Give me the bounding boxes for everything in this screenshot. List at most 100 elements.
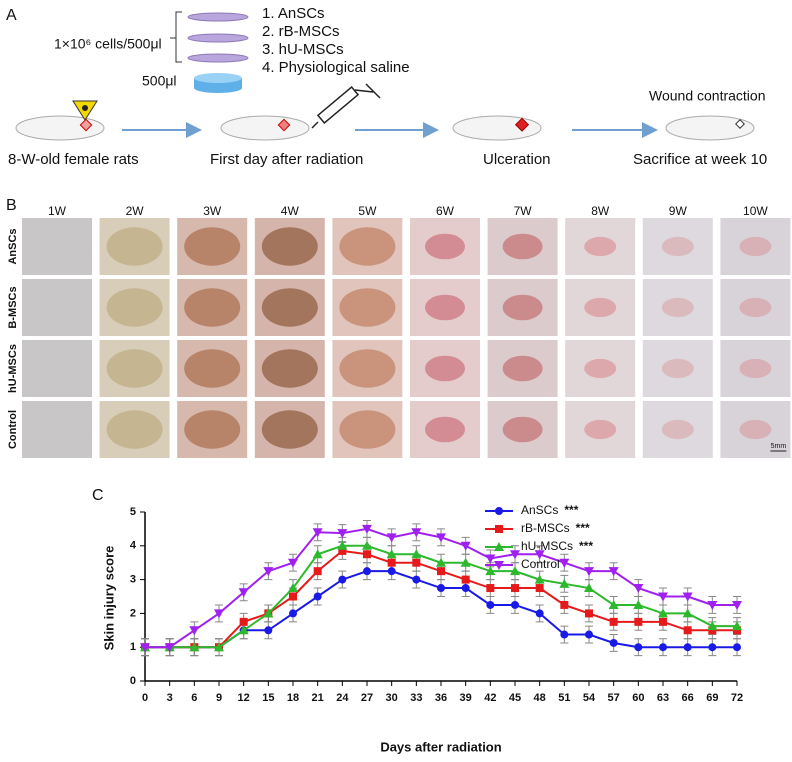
x-tick-label: 12 <box>238 692 250 704</box>
data-point <box>495 525 503 533</box>
data-point <box>634 643 643 652</box>
wound <box>739 419 772 440</box>
data-point <box>534 550 545 560</box>
data-point <box>633 599 644 609</box>
wound <box>584 419 617 440</box>
scale-bar-label: 5mm <box>771 443 787 450</box>
data-point <box>510 550 520 560</box>
row-label: AnSCs <box>7 228 19 264</box>
data-point <box>362 524 372 534</box>
x-tick-label: 45 <box>509 692 521 704</box>
legend-label: AnSCs <box>521 503 558 517</box>
y-tick-label: 5 <box>130 506 136 518</box>
treatment: 3. hU-MSCs <box>262 41 344 58</box>
step-note: Wound contraction <box>649 88 765 104</box>
data-point <box>363 567 371 576</box>
wound <box>106 227 163 266</box>
x-tick-label: 3 <box>167 692 173 704</box>
volume: 500μl <box>142 73 177 89</box>
data-point <box>239 617 248 626</box>
wound <box>584 358 617 379</box>
wound <box>425 416 465 443</box>
significance: *** <box>579 539 593 553</box>
x-tick-label: 60 <box>632 692 644 704</box>
data-point <box>683 643 692 652</box>
x-tick-label: 6 <box>191 692 197 704</box>
wound <box>739 358 772 379</box>
column-label: 7W <box>514 204 533 218</box>
column-label: 4W <box>281 204 300 218</box>
y-tick-label: 0 <box>130 675 136 687</box>
wound <box>425 355 465 382</box>
data-point <box>608 599 619 609</box>
treatment: 1. AnSCs <box>262 5 325 22</box>
significance: *** <box>564 503 578 517</box>
wound <box>661 297 694 318</box>
data-point <box>535 584 544 593</box>
data-point <box>584 567 594 577</box>
wound <box>502 294 543 321</box>
radiation-sign <box>72 100 98 121</box>
data-point <box>264 626 273 635</box>
data-point <box>708 626 717 635</box>
data-point <box>363 550 371 559</box>
y-tick-label: 2 <box>130 607 136 619</box>
wound <box>184 349 241 388</box>
x-tick-label: 63 <box>657 692 669 704</box>
y-tick-label: 1 <box>130 641 136 653</box>
wound <box>339 349 396 388</box>
column-label: 3W <box>203 204 222 218</box>
x-tick-label: 9 <box>216 692 222 704</box>
step-label: Sacrifice at week 10 <box>633 151 767 168</box>
syringe <box>311 83 381 129</box>
x-tick-label: 39 <box>460 692 472 704</box>
wound <box>425 294 465 321</box>
cells <box>170 11 249 63</box>
wound-photo <box>22 279 92 336</box>
x-tick-label: 51 <box>558 692 570 704</box>
data-point <box>560 600 569 609</box>
data-point <box>733 643 741 652</box>
x-tick-label: 21 <box>312 692 324 704</box>
data-point <box>460 557 471 567</box>
data-point <box>313 567 322 576</box>
column-label: 2W <box>126 204 145 218</box>
x-tick-label: 30 <box>386 692 398 704</box>
data-point <box>386 549 397 559</box>
data-point <box>485 554 496 564</box>
data-point <box>494 561 504 570</box>
data-point <box>338 575 347 584</box>
data-point <box>495 507 503 515</box>
wound <box>425 233 465 260</box>
data-point <box>313 592 322 601</box>
column-label: 5W <box>358 204 377 218</box>
wound <box>661 358 694 379</box>
y-tick-label: 3 <box>130 574 136 586</box>
wound <box>184 288 241 327</box>
wound <box>184 227 241 266</box>
data-point <box>658 608 668 618</box>
data-point <box>412 558 421 567</box>
data-point <box>312 528 323 538</box>
wound-photo <box>22 218 92 275</box>
data-point <box>634 617 643 626</box>
wound-photo <box>22 340 92 397</box>
x-axis-label: Days after radiation <box>380 739 501 754</box>
data-point <box>510 566 520 576</box>
data-point <box>559 558 570 568</box>
data-point <box>535 609 544 618</box>
wound <box>261 410 318 449</box>
x-tick-label: 24 <box>336 692 349 704</box>
wound <box>339 410 396 449</box>
wound <box>184 410 241 449</box>
treatment: 2. rB-MSCs <box>262 23 340 40</box>
data-point <box>288 558 298 568</box>
data-point <box>411 528 422 538</box>
data-point <box>387 567 396 576</box>
row-label: B-MSCs <box>7 286 19 328</box>
wound-marks <box>79 117 745 132</box>
panel-label: C <box>92 487 104 504</box>
x-tick-label: 0 <box>142 692 148 704</box>
data-point <box>486 584 495 593</box>
